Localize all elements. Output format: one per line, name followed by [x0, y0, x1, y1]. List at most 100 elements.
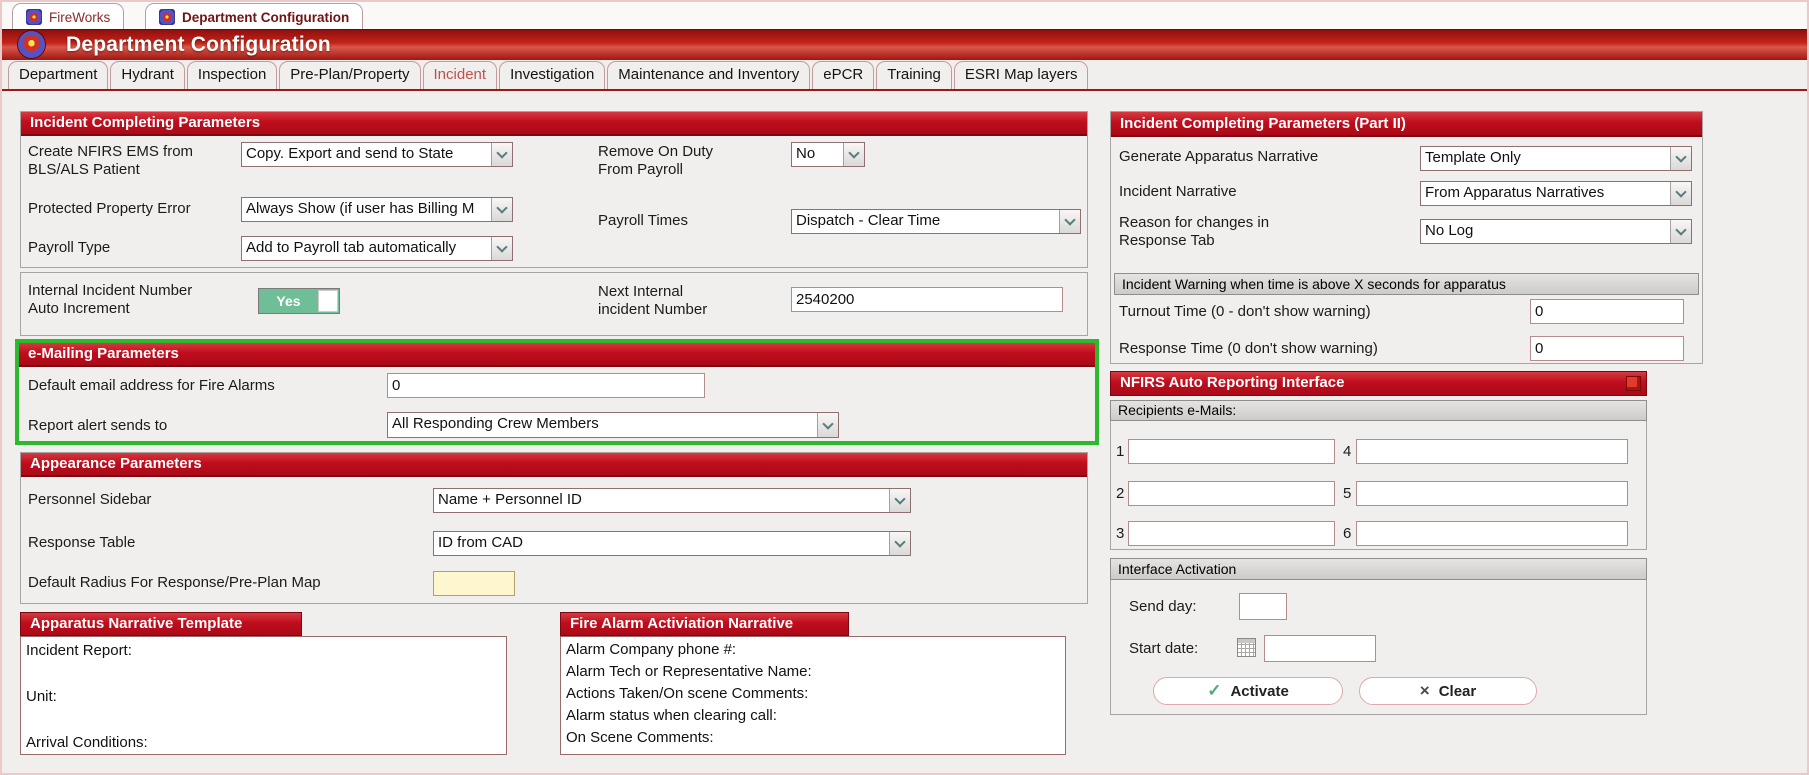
chevron-down-icon	[817, 413, 838, 437]
auto-increment-toggle[interactable]: Yes	[258, 288, 340, 314]
reason-changes-label: Reason for changes in Response Tab	[1119, 214, 1270, 249]
payroll-type-dropdown[interactable]: Add to Payroll tab automatically	[241, 236, 513, 261]
toggle-state-label: Yes	[276, 293, 301, 309]
dropdown-value: Always Show (if user has Billing M	[246, 200, 475, 217]
tab-pre-plan-property[interactable]: Pre-Plan/Property	[279, 61, 421, 89]
recipient-number: 2	[1116, 485, 1125, 502]
turnout-time-input[interactable]	[1530, 299, 1684, 324]
start-date-input[interactable]	[1264, 635, 1376, 662]
nfirs-section-header: NFIRS Auto Reporting Interface	[1110, 371, 1647, 396]
recipient-number: 3	[1116, 525, 1125, 542]
send-day-input[interactable]	[1239, 593, 1287, 620]
nfirs-recipients-group: Recipients e-Mails: 1 4 2 5 3 6	[1110, 400, 1647, 550]
tab-epcr[interactable]: ePCR	[812, 61, 875, 89]
payroll-times-label: Payroll Times	[598, 212, 689, 229]
section-header: Incident Completing Parameters (Part II)	[1111, 112, 1702, 137]
window-tab-label: FireWorks	[49, 9, 111, 25]
nfirs-report-icon[interactable]	[1626, 376, 1641, 391]
report-alert-label: Report alert sends to	[28, 417, 168, 434]
response-time-label: Response Time (0 don't show warning)	[1119, 340, 1378, 357]
tab-training[interactable]: Training	[876, 61, 952, 89]
clear-button[interactable]: × Clear	[1359, 677, 1537, 705]
chevron-down-icon	[889, 489, 910, 512]
response-time-input[interactable]	[1530, 336, 1684, 361]
recipient-number: 5	[1343, 485, 1352, 502]
chevron-down-icon	[889, 532, 910, 555]
department-logo-icon	[18, 31, 45, 58]
generate-narrative-dropdown[interactable]: Template Only	[1420, 146, 1692, 171]
activate-button-label: Activate	[1230, 682, 1289, 700]
default-radius-input[interactable]	[433, 571, 515, 596]
window-tab-label: Department Configuration	[182, 9, 350, 25]
recipient-email-input-1[interactable]	[1128, 439, 1335, 464]
create-nfirs-dropdown[interactable]: Copy. Export and send to State	[241, 142, 513, 167]
section-header: Appearance Parameters	[21, 453, 1087, 477]
dropdown-value: Name + Personnel ID	[438, 491, 582, 508]
chevron-down-icon	[491, 198, 512, 221]
interface-activation-subheader: Interface Activation	[1110, 558, 1647, 580]
tab-maintenance-inventory[interactable]: Maintenance and Inventory	[607, 61, 811, 89]
remove-on-duty-dropdown[interactable]: No	[791, 142, 865, 167]
cross-icon: ×	[1419, 681, 1430, 700]
default-email-input[interactable]	[387, 373, 705, 398]
dropdown-value: Template Only	[1425, 149, 1521, 166]
page-title: Department Configuration	[66, 33, 331, 56]
response-table-dropdown[interactable]: ID from CAD	[433, 531, 911, 556]
tab-inspection[interactable]: Inspection	[186, 61, 278, 89]
recipient-number: 1	[1116, 443, 1125, 460]
protected-property-label: Protected Property Error	[28, 200, 191, 217]
tab-incident[interactable]: Incident	[422, 61, 498, 89]
window-tab-fireworks[interactable]: FireWorks	[12, 3, 125, 30]
generate-narrative-label: Generate Apparatus Narrative	[1119, 148, 1319, 165]
title-bar	[2, 29, 1807, 61]
fire-alarm-narrative-textarea[interactable]: Alarm Company phone #: Alarm Tech or Rep…	[560, 636, 1066, 755]
payroll-times-dropdown[interactable]: Dispatch - Clear Time	[791, 209, 1081, 234]
recipient-email-input-4[interactable]	[1356, 439, 1628, 464]
dropdown-value: All Responding Crew Members	[392, 415, 599, 432]
tab-hydrant[interactable]: Hydrant	[110, 61, 185, 89]
chevron-down-icon	[491, 143, 512, 166]
incident-narrative-dropdown[interactable]: From Apparatus Narratives	[1420, 181, 1692, 206]
tab-department[interactable]: Department	[8, 61, 109, 89]
dropdown-value: No Log	[1425, 222, 1474, 239]
chevron-down-icon	[491, 237, 512, 260]
recipient-email-input-3[interactable]	[1128, 521, 1335, 546]
dropdown-value: Copy. Export and send to State	[246, 145, 454, 162]
section-appearance-parameters: Appearance Parameters Personnel Sidebar …	[20, 452, 1088, 604]
apparatus-narrative-header: Apparatus Narrative Template	[20, 612, 302, 636]
fireworks-logo-icon	[26, 9, 42, 25]
toggle-knob	[318, 290, 338, 312]
recipient-email-input-6[interactable]	[1356, 521, 1628, 546]
remove-on-duty-label: Remove On Duty From Payroll	[598, 143, 714, 178]
fireworks-logo-icon	[159, 9, 175, 25]
create-nfirs-label: Create NFIRS EMS from BLS/ALS Patient	[28, 143, 194, 178]
recipient-email-input-2[interactable]	[1128, 481, 1335, 506]
response-table-label: Response Table	[28, 534, 136, 551]
personnel-sidebar-dropdown[interactable]: Name + Personnel ID	[433, 488, 911, 513]
reason-changes-dropdown[interactable]: No Log	[1420, 219, 1692, 244]
window-tab-strip: FireWorks Department Configuration	[2, 2, 1807, 30]
window-tab-department-configuration[interactable]: Department Configuration	[145, 3, 364, 30]
clear-button-label: Clear	[1438, 682, 1477, 700]
next-incident-number-input[interactable]	[791, 287, 1063, 312]
report-alert-dropdown[interactable]: All Responding Crew Members	[387, 412, 839, 438]
tab-investigation[interactable]: Investigation	[499, 61, 606, 89]
calendar-icon[interactable]	[1237, 638, 1256, 657]
chevron-down-icon	[1670, 220, 1691, 243]
section-header: Incident Completing Parameters	[21, 112, 1087, 136]
apparatus-narrative-textarea[interactable]: Incident Report: Unit: Arrival Condition…	[20, 636, 507, 755]
next-incident-number-label: Next Internal incident Number	[598, 283, 708, 318]
section-incident-completing-parameters-part2: Incident Completing Parameters (Part II)…	[1110, 111, 1703, 364]
recipient-number: 6	[1343, 525, 1352, 542]
section-header-label: NFIRS Auto Reporting Interface	[1120, 374, 1345, 391]
default-radius-label: Default Radius For Response/Pre-Plan Map	[28, 574, 321, 591]
activate-button[interactable]: ✓ Activate	[1153, 677, 1343, 705]
nfirs-interface-activation-group: Interface Activation Send day: Start dat…	[1110, 558, 1647, 715]
default-email-label: Default email address for Fire Alarms	[28, 377, 275, 394]
protected-property-dropdown[interactable]: Always Show (if user has Billing M	[241, 197, 513, 222]
recipient-email-input-5[interactable]	[1356, 481, 1628, 506]
tab-esri-map-layers[interactable]: ESRI Map layers	[953, 61, 1089, 89]
dropdown-value: Add to Payroll tab automatically	[246, 239, 457, 256]
check-icon: ✓	[1207, 681, 1222, 700]
